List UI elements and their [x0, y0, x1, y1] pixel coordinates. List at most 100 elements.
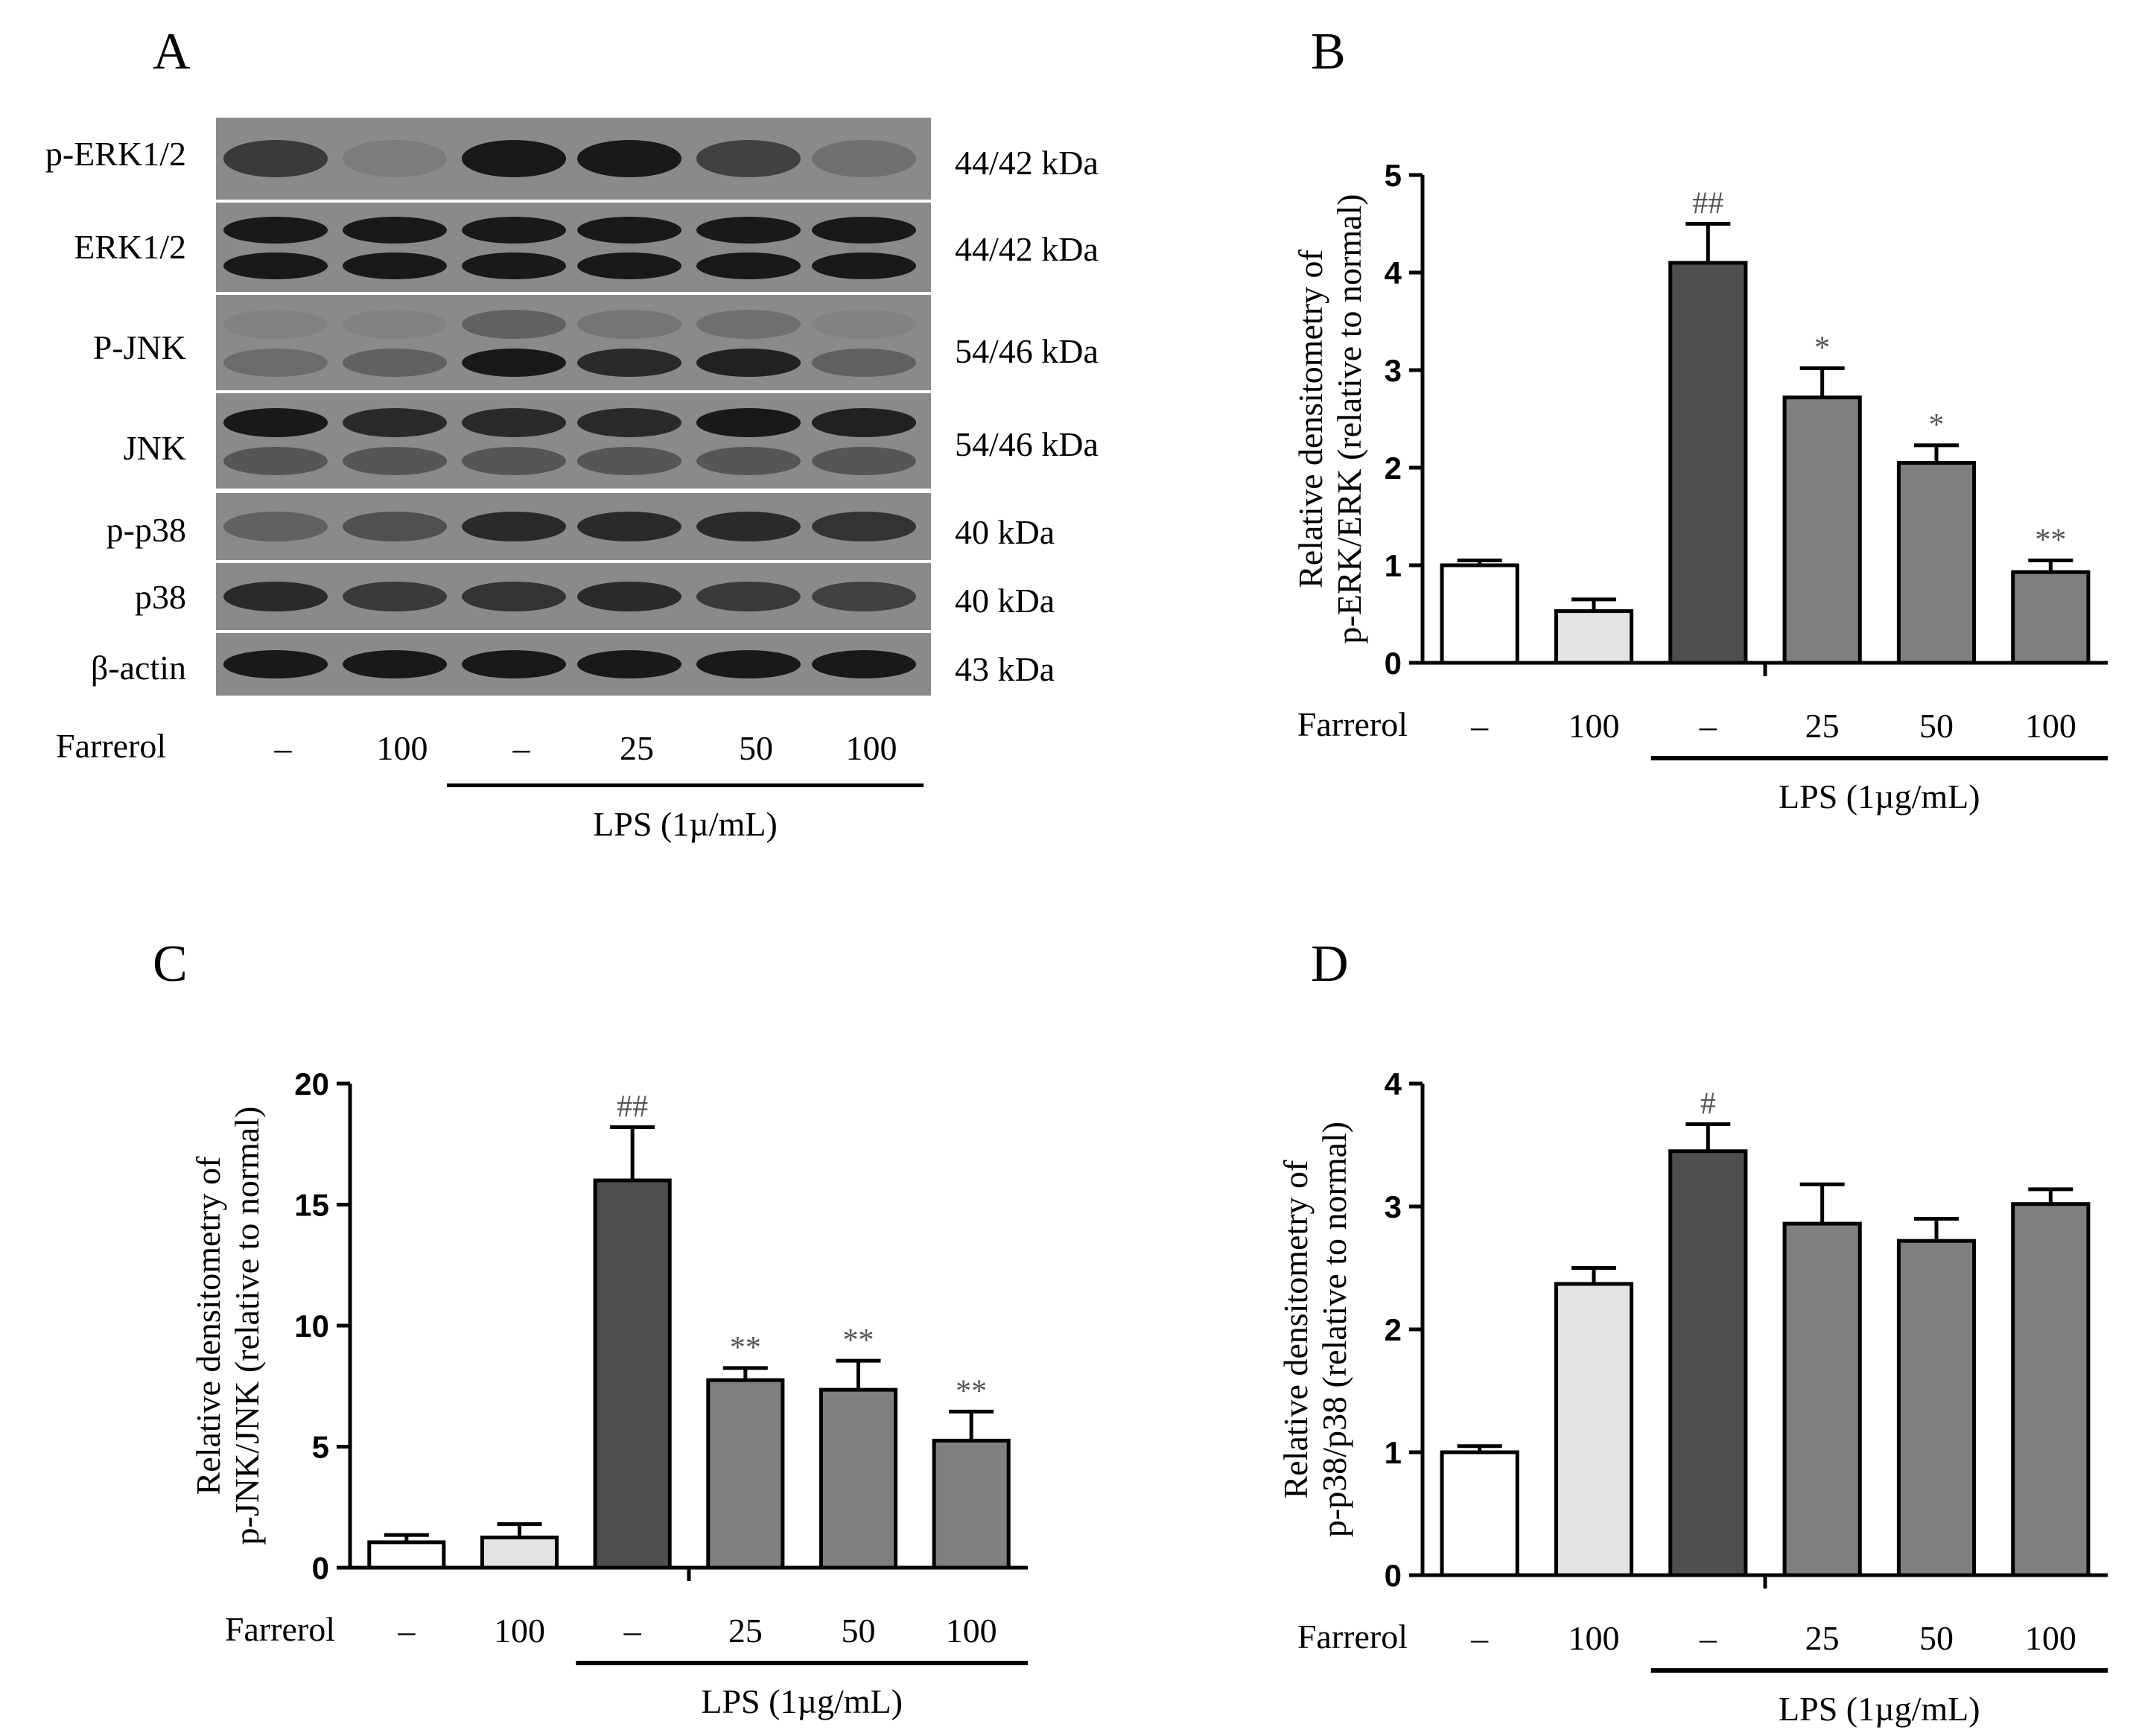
bar [932, 1438, 1011, 1570]
blot-band [577, 446, 681, 476]
category-label: 100 [1569, 707, 1620, 745]
significance-label: ** [730, 1331, 761, 1365]
blot-band [577, 348, 681, 378]
blot-band [812, 348, 916, 378]
category-label: – [1699, 707, 1717, 745]
blot-band [577, 310, 681, 339]
blot-label-erk: ERK1/2 [74, 228, 186, 266]
blot-band [343, 217, 447, 244]
category-label: – [1699, 1619, 1717, 1657]
blot-band [696, 581, 801, 612]
blot-label-p-erk: p-ERK1/2 [45, 135, 186, 173]
blot-lane-label: 100 [376, 729, 428, 767]
bar [1668, 1149, 1748, 1577]
blot-band [462, 310, 566, 339]
category-label: – [623, 1612, 642, 1650]
bar [367, 1540, 446, 1570]
y-tick-label: 1 [1385, 548, 1402, 583]
chart-d-p-p38: Relative densitometry of p-p38/p38 (relat… [1277, 1066, 2108, 1728]
blot-band [696, 217, 801, 244]
bar [1782, 1221, 1862, 1577]
blot-band [223, 217, 328, 244]
category-label: 100 [2025, 707, 2076, 745]
blot-band [223, 348, 328, 378]
bar [1440, 1450, 1519, 1577]
blot-band [343, 446, 447, 476]
y-tick-label: 20 [294, 1066, 329, 1101]
blot-strip-p-p38 [216, 493, 931, 560]
bar [2011, 570, 2091, 665]
blot-band [577, 581, 681, 612]
y-tick-label: 5 [1385, 158, 1402, 193]
bar [1782, 395, 1862, 665]
blot-band [812, 140, 916, 177]
blot-label-beta-actin: β-actin [90, 649, 186, 687]
blot-strip-jnk [216, 393, 931, 489]
significance-label: * [1929, 408, 1945, 442]
category-label: – [1470, 1619, 1489, 1657]
y-tick-label: 2 [1385, 1312, 1402, 1347]
blot-band [696, 446, 801, 476]
y-tick-label: 10 [294, 1309, 329, 1344]
category-label: 100 [2025, 1619, 2076, 1657]
blot-band [343, 581, 447, 612]
blot-band [343, 140, 447, 177]
bar [1554, 609, 1634, 665]
category-label: 100 [946, 1612, 997, 1650]
y-tick-label: 0 [1385, 646, 1402, 681]
chart-b-p-erk: Relative densitometry of p-ERK/ERK (relat… [1291, 158, 2108, 815]
blot-band [696, 511, 801, 542]
blot-band [343, 408, 447, 437]
category-label: 25 [1805, 707, 1840, 745]
bar [1440, 563, 1519, 665]
y-tick-label: 15 [294, 1188, 329, 1223]
blot-band [577, 140, 681, 177]
blot-band [577, 650, 681, 678]
blot-band [343, 511, 447, 542]
blot-band [223, 581, 328, 612]
blot-band [343, 348, 447, 378]
panel-label-c: C [153, 935, 188, 993]
blot-band [696, 348, 801, 378]
blot-kda-p-jnk: 54/46 kDa [955, 332, 1099, 370]
bar [1896, 460, 1977, 665]
blot-label-jnk: JNK [123, 429, 186, 467]
blot-band [577, 217, 681, 244]
blot-band [462, 217, 566, 244]
blot-band [223, 140, 328, 177]
blot-lane-label: 100 [845, 729, 897, 767]
blot-band [812, 408, 916, 437]
significance-label: ** [956, 1374, 987, 1408]
blot-band [812, 217, 916, 244]
blot-band [223, 408, 328, 437]
bar [819, 1387, 898, 1570]
blot-kda-erk: 44/42 kDa [955, 230, 1099, 268]
blot-label-p-jnk: P-JNK [92, 328, 186, 366]
y-tick-label: 3 [1385, 353, 1402, 388]
blot-band [223, 310, 328, 339]
category-label: 50 [842, 1612, 876, 1650]
blot-strip-p-erk [216, 118, 931, 200]
y-tick-label: 4 [1385, 1066, 1402, 1101]
blot-kda-beta-actin: 43 kDa [955, 650, 1055, 688]
lps-label: LPS (1µg/mL) [1779, 778, 1980, 815]
blot-band [812, 310, 916, 339]
blot-strip-beta-actin [216, 633, 931, 696]
blot-band [462, 408, 566, 437]
category-label: 100 [494, 1612, 545, 1650]
blot-band [343, 252, 447, 280]
blot-lps-label: LPS (1µ/mL) [593, 805, 778, 843]
bar [2011, 1202, 2091, 1577]
blot-strip-p-jnk [216, 295, 931, 390]
category-label: 100 [1569, 1619, 1620, 1657]
bar [1554, 1282, 1634, 1577]
bar [1896, 1239, 1977, 1577]
bar [480, 1535, 559, 1570]
blot-lane-label: 50 [739, 729, 773, 767]
farrerol-label: Farrerol [1297, 1618, 1408, 1656]
blot-band [812, 446, 916, 476]
bar [593, 1178, 672, 1570]
bar [1668, 261, 1748, 665]
blot-lps-bracket [447, 783, 924, 787]
blot-band [462, 581, 566, 612]
